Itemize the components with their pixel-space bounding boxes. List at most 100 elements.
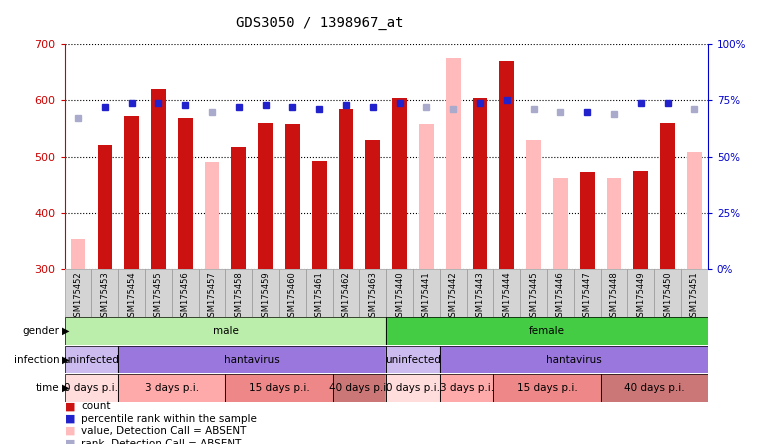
Bar	[521, 269, 547, 317]
Bar	[553, 178, 568, 269]
Text: GSM175463: GSM175463	[368, 271, 377, 322]
Bar	[387, 317, 708, 345]
Bar	[627, 269, 654, 317]
Bar	[681, 269, 708, 317]
Text: value, Detection Call = ABSENT: value, Detection Call = ABSENT	[81, 426, 247, 436]
Bar	[124, 116, 139, 269]
Bar	[440, 346, 708, 373]
Bar	[387, 269, 413, 317]
Bar	[333, 374, 387, 402]
Bar	[333, 374, 387, 402]
Bar	[413, 269, 440, 317]
Bar	[306, 269, 333, 317]
Text: GSM175457: GSM175457	[208, 271, 217, 322]
Bar	[387, 374, 440, 402]
Text: 15 days p.i.: 15 days p.i.	[249, 383, 310, 393]
Bar	[65, 317, 387, 345]
Bar	[312, 161, 326, 269]
Text: ▶: ▶	[62, 326, 69, 336]
Text: ■: ■	[65, 414, 75, 424]
Bar	[172, 269, 199, 317]
Bar	[473, 98, 487, 269]
Text: infection: infection	[14, 355, 59, 365]
Text: GSM175442: GSM175442	[449, 271, 457, 322]
Text: 3 days p.i.: 3 days p.i.	[440, 383, 494, 393]
Text: GSM175456: GSM175456	[181, 271, 189, 322]
Bar	[413, 269, 440, 317]
Text: uninfected: uninfected	[63, 355, 119, 365]
Text: ▶: ▶	[62, 355, 69, 365]
Text: gender: gender	[22, 326, 59, 336]
Text: percentile rank within the sample: percentile rank within the sample	[81, 414, 257, 424]
Bar	[493, 269, 521, 317]
Bar	[654, 269, 681, 317]
Bar	[285, 124, 300, 269]
Bar	[600, 269, 627, 317]
Text: hantavirus: hantavirus	[224, 355, 280, 365]
Bar	[466, 269, 493, 317]
Text: ■: ■	[65, 426, 75, 436]
Bar	[333, 269, 359, 317]
Bar	[205, 162, 219, 269]
Text: rank, Detection Call = ABSENT: rank, Detection Call = ABSENT	[81, 439, 242, 444]
Text: GSM175451: GSM175451	[689, 271, 699, 322]
Bar	[118, 346, 387, 373]
Bar	[547, 269, 574, 317]
Bar	[580, 172, 594, 269]
Text: 40 days p.i.: 40 days p.i.	[329, 383, 390, 393]
Bar	[419, 124, 434, 269]
Bar	[339, 109, 353, 269]
Bar	[440, 269, 466, 317]
Bar	[225, 374, 333, 402]
Bar	[65, 374, 118, 402]
Bar	[258, 123, 273, 269]
Text: GSM175452: GSM175452	[74, 271, 83, 322]
Bar	[145, 269, 172, 317]
Text: GSM175450: GSM175450	[663, 271, 672, 322]
Bar	[252, 269, 279, 317]
Bar	[225, 269, 252, 317]
Text: GSM175446: GSM175446	[556, 271, 565, 322]
Text: GSM175443: GSM175443	[476, 271, 485, 322]
Text: male: male	[212, 326, 238, 336]
Text: GSM175453: GSM175453	[100, 271, 110, 322]
Bar	[440, 346, 708, 373]
Bar	[118, 346, 387, 373]
Text: 0 days p.i.: 0 days p.i.	[386, 383, 440, 393]
Bar	[521, 269, 547, 317]
Bar	[118, 374, 225, 402]
Text: GSM175460: GSM175460	[288, 271, 297, 322]
Bar	[627, 269, 654, 317]
Text: 0 days p.i.: 0 days p.i.	[65, 383, 119, 393]
Bar	[65, 346, 118, 373]
Bar	[600, 374, 708, 402]
Text: hantavirus: hantavirus	[546, 355, 602, 365]
Text: GSM175447: GSM175447	[583, 271, 591, 322]
Text: ■: ■	[65, 401, 75, 411]
Bar	[607, 178, 621, 269]
Text: GSM175459: GSM175459	[261, 271, 270, 322]
Bar	[199, 269, 225, 317]
Bar	[65, 317, 387, 345]
Bar	[493, 374, 600, 402]
Bar	[440, 374, 493, 402]
Bar	[333, 269, 359, 317]
Bar	[359, 269, 387, 317]
Bar	[172, 269, 199, 317]
Bar	[118, 374, 225, 402]
Bar	[654, 269, 681, 317]
Text: 3 days p.i.: 3 days p.i.	[145, 383, 199, 393]
Text: time: time	[36, 383, 59, 393]
Text: GSM175454: GSM175454	[127, 271, 136, 322]
Bar	[279, 269, 306, 317]
Text: GSM175441: GSM175441	[422, 271, 431, 322]
Bar	[252, 269, 279, 317]
Bar	[225, 374, 333, 402]
Bar	[547, 269, 574, 317]
Text: GSM175440: GSM175440	[395, 271, 404, 322]
Bar	[365, 140, 380, 269]
Bar	[118, 269, 145, 317]
Bar	[279, 269, 306, 317]
Bar	[118, 269, 145, 317]
Text: GSM175445: GSM175445	[529, 271, 538, 322]
